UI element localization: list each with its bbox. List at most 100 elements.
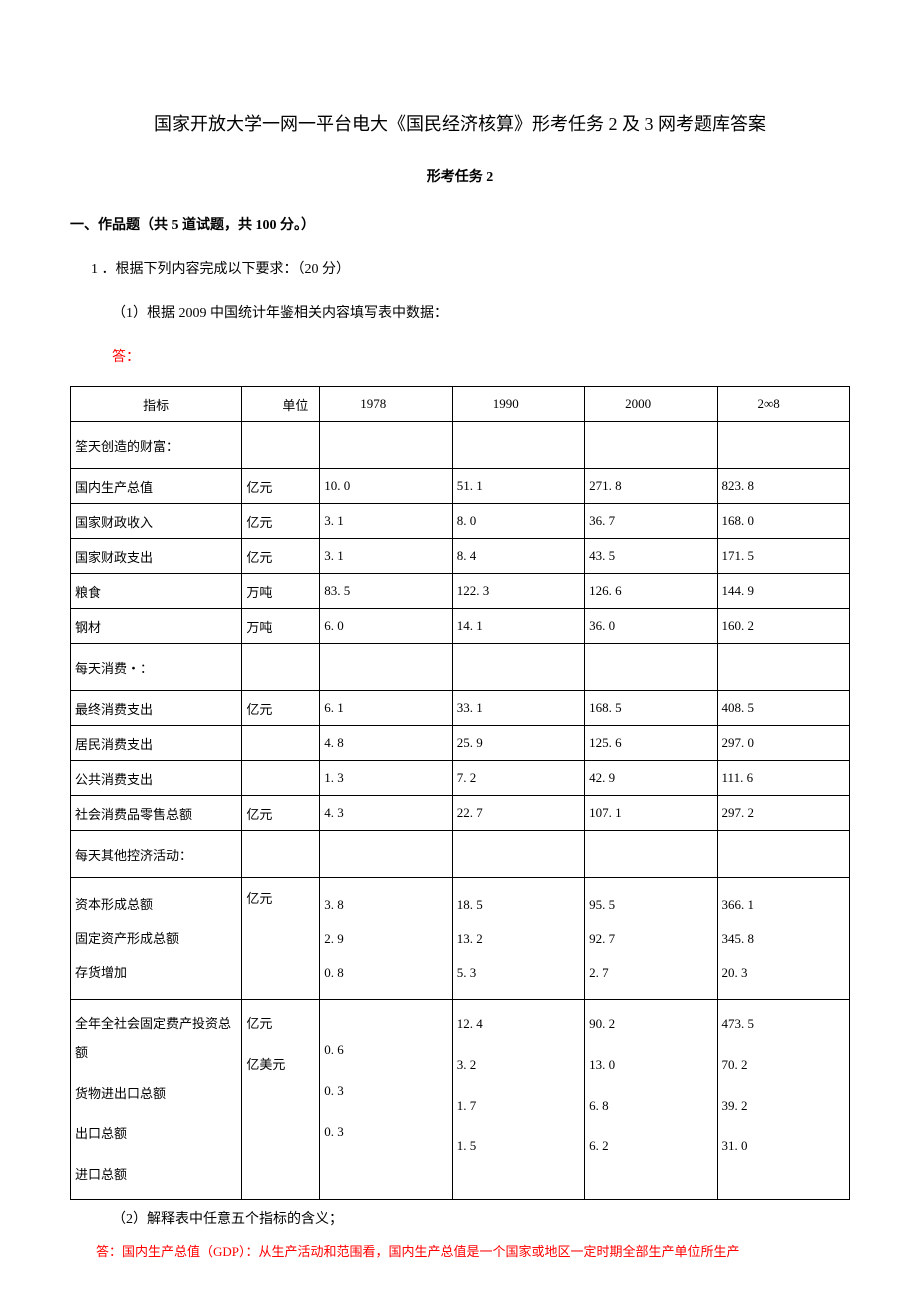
- cell: 51. 1: [452, 469, 584, 504]
- cell: 36. 0: [585, 609, 717, 644]
- cell: 408. 5: [717, 691, 849, 726]
- cell: 122. 3: [452, 574, 584, 609]
- cell: 107. 1: [585, 796, 717, 831]
- cell: 8. 0: [452, 504, 584, 539]
- cell: 297. 0: [717, 726, 849, 761]
- row-labels-stack: 全年全社会固定费产投资总额 货物进出口总额 出口总额 进口总额: [71, 1000, 242, 1200]
- cell: 271. 8: [585, 469, 717, 504]
- cell: 22. 7: [452, 796, 584, 831]
- row-label: 社会消费品零售总额: [71, 796, 242, 831]
- row-unit: 亿元: [242, 504, 320, 539]
- category-label-3: 每天其他控济活动：: [71, 831, 242, 878]
- cell: 125. 6: [585, 726, 717, 761]
- row-unit: 万吨: [242, 609, 320, 644]
- row-label: 居民消费支出: [71, 726, 242, 761]
- row-label: 国内生产总值: [71, 469, 242, 504]
- cell: 7. 2: [452, 761, 584, 796]
- question-1-sub1: （1）根据 2009 中国统计年鉴相关内容填写表中数据：: [70, 302, 850, 322]
- cell: 10. 0: [320, 469, 452, 504]
- cell: 823. 8: [717, 469, 849, 504]
- category-row-2: 每天消费・：: [71, 644, 850, 691]
- row-label: 国家财政支出: [71, 539, 242, 574]
- category-label-2: 每天消费・：: [71, 644, 242, 691]
- table-row: 社会消费品零售总额 亿元 4. 3 22. 7 107. 1 297. 2: [71, 796, 850, 831]
- data-table: 指标 单位 1978 1990 2000 2∞8 筌天创造的财富： 国内生产总值…: [70, 386, 850, 1200]
- table-header-row: 指标 单位 1978 1990 2000 2∞8: [71, 387, 850, 422]
- table-row: 国内生产总值 亿元 10. 0 51. 1 271. 8 823. 8: [71, 469, 850, 504]
- table-row: 居民消费支出 4. 8 25. 9 125. 6 297. 0: [71, 726, 850, 761]
- header-1990: 1990: [452, 387, 584, 422]
- table-row: 公共消费支出 1. 3 7. 2 42. 9 111. 6: [71, 761, 850, 796]
- cell-stack: 12. 4 3. 2 1. 7 1. 5: [452, 1000, 584, 1200]
- cell: 8. 4: [452, 539, 584, 574]
- cell: 43. 5: [585, 539, 717, 574]
- cell-stack: 366. 1 345. 8 20. 3: [717, 878, 849, 1000]
- table-row: 国家财政支出 亿元 3. 1 8. 4 43. 5 171. 5: [71, 539, 850, 574]
- row-unit: 亿元: [242, 796, 320, 831]
- question-1-line: 1 ．根据下列内容完成以下要求：（20 分）: [70, 258, 850, 278]
- section-header: 一、作品题（共 5 道试题，共 100 分。）: [70, 214, 850, 234]
- cell: 144. 9: [717, 574, 849, 609]
- cell-stack: 90. 2 13. 0 6. 8 6. 2: [585, 1000, 717, 1200]
- cell: 168. 0: [717, 504, 849, 539]
- cell: 4. 8: [320, 726, 452, 761]
- cell: 3. 1: [320, 539, 452, 574]
- row-label: 粮食: [71, 574, 242, 609]
- row-label: 公共消费支出: [71, 761, 242, 796]
- row-unit: 亿元: [242, 469, 320, 504]
- cell: 168. 5: [585, 691, 717, 726]
- category-row-1: 筌天创造的财富：: [71, 422, 850, 469]
- table-row: 钢材 万吨 6. 0 14. 1 36. 0 160. 2: [71, 609, 850, 644]
- header-unit: 单位: [242, 387, 320, 422]
- cell: 83. 5: [320, 574, 452, 609]
- document-page: 国家开放大学一网一平台电大《国民经济核算》形考任务 2 及 3 网考题库答案 形…: [0, 0, 920, 1304]
- cell: 126. 6: [585, 574, 717, 609]
- row-label: 钢材: [71, 609, 242, 644]
- table-row: 最终消费支出 亿元 6. 1 33. 1 168. 5 408. 5: [71, 691, 850, 726]
- cell-stack: 3. 8 2. 9 0. 8: [320, 878, 452, 1000]
- answer-label-1: 答：: [70, 346, 850, 366]
- cell: 297. 2: [717, 796, 849, 831]
- cell: 111. 6: [717, 761, 849, 796]
- header-2000: 2000: [585, 387, 717, 422]
- cell: 171. 5: [717, 539, 849, 574]
- header-1978: 1978: [320, 387, 452, 422]
- cell: 42. 9: [585, 761, 717, 796]
- task-subtitle: 形考任务 2: [70, 166, 850, 186]
- cell: 25. 9: [452, 726, 584, 761]
- row-unit: 亿元: [242, 539, 320, 574]
- cell-stack: 473. 5 70. 2 39. 2 31. 0: [717, 1000, 849, 1200]
- cell-stack: 0. 6 0. 3 0. 3: [320, 1000, 452, 1200]
- row-labels-stack: 资本形成总额 固定资产形成总额 存货增加: [71, 878, 242, 1000]
- cell: 1. 3: [320, 761, 452, 796]
- table-row: 粮食 万吨 83. 5 122. 3 126. 6 144. 9: [71, 574, 850, 609]
- row-unit: 亿元: [242, 878, 320, 1000]
- cell-stack: 18. 5 13. 2 5. 3: [452, 878, 584, 1000]
- cell: 36. 7: [585, 504, 717, 539]
- row-unit: 万吨: [242, 574, 320, 609]
- answer-text-2: 答：国内生产总值（GDP）：从生产活动和范围看，国内生产总值是一个国家或地区一定…: [70, 1240, 850, 1263]
- row-unit: [242, 726, 320, 761]
- header-2008: 2∞8: [717, 387, 849, 422]
- page-title: 国家开放大学一网一平台电大《国民经济核算》形考任务 2 及 3 网考题库答案: [70, 110, 850, 136]
- cell: 160. 2: [717, 609, 849, 644]
- category-label-1: 筌天创造的财富：: [71, 422, 242, 469]
- row-unit: 亿元: [242, 691, 320, 726]
- cell: 6. 0: [320, 609, 452, 644]
- row-label: 最终消费支出: [71, 691, 242, 726]
- cell: 6. 1: [320, 691, 452, 726]
- cell: 14. 1: [452, 609, 584, 644]
- cell: 4. 3: [320, 796, 452, 831]
- header-indicator: 指标: [71, 387, 242, 422]
- cell: 33. 1: [452, 691, 584, 726]
- question-1-sub2: （2）解释表中任意五个指标的含义；: [70, 1208, 850, 1228]
- row-unit: [242, 761, 320, 796]
- table-row-group-3a: 资本形成总额 固定资产形成总额 存货增加 亿元 3. 8 2. 9 0. 8 1…: [71, 878, 850, 1000]
- cell-stack: 95. 5 92. 7 2. 7: [585, 878, 717, 1000]
- row-label: 国家财政收入: [71, 504, 242, 539]
- cell: 3. 1: [320, 504, 452, 539]
- category-row-3: 每天其他控济活动：: [71, 831, 850, 878]
- table-row-group-3b: 全年全社会固定费产投资总额 货物进出口总额 出口总额 进口总额 亿元 亿美元 0…: [71, 1000, 850, 1200]
- table-row: 国家财政收入 亿元 3. 1 8. 0 36. 7 168. 0: [71, 504, 850, 539]
- row-unit-stack: 亿元 亿美元: [242, 1000, 320, 1200]
